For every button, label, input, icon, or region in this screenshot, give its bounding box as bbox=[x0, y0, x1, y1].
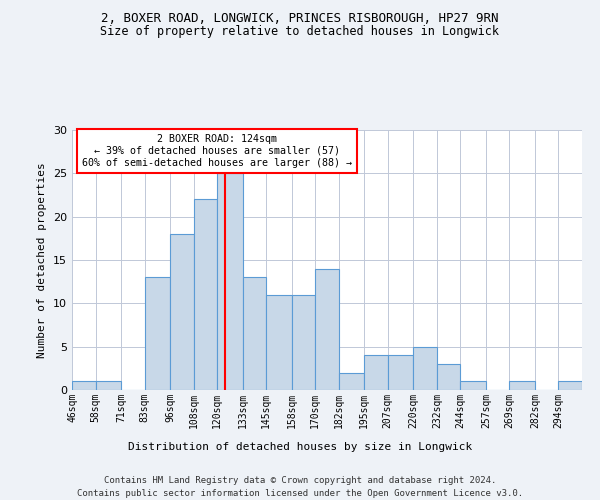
Bar bbox=[509, 382, 535, 390]
Bar bbox=[242, 278, 266, 390]
Bar bbox=[217, 174, 242, 390]
Text: Contains HM Land Registry data © Crown copyright and database right 2024.: Contains HM Land Registry data © Crown c… bbox=[104, 476, 496, 485]
Bar bbox=[339, 372, 364, 390]
Bar bbox=[95, 382, 121, 390]
Text: Distribution of detached houses by size in Longwick: Distribution of detached houses by size … bbox=[128, 442, 472, 452]
Bar bbox=[145, 278, 170, 390]
Bar bbox=[170, 234, 194, 390]
Bar bbox=[388, 356, 413, 390]
Bar bbox=[194, 200, 217, 390]
Text: Size of property relative to detached houses in Longwick: Size of property relative to detached ho… bbox=[101, 25, 499, 38]
Bar bbox=[266, 294, 292, 390]
Bar bbox=[413, 346, 437, 390]
Bar bbox=[72, 382, 95, 390]
Text: 2 BOXER ROAD: 124sqm
← 39% of detached houses are smaller (57)
60% of semi-detac: 2 BOXER ROAD: 124sqm ← 39% of detached h… bbox=[82, 134, 352, 168]
Text: 2, BOXER ROAD, LONGWICK, PRINCES RISBOROUGH, HP27 9RN: 2, BOXER ROAD, LONGWICK, PRINCES RISBORO… bbox=[101, 12, 499, 26]
Bar bbox=[559, 382, 582, 390]
Text: Contains public sector information licensed under the Open Government Licence v3: Contains public sector information licen… bbox=[77, 489, 523, 498]
Y-axis label: Number of detached properties: Number of detached properties bbox=[37, 162, 47, 358]
Bar bbox=[460, 382, 486, 390]
Bar bbox=[364, 356, 388, 390]
Bar bbox=[315, 268, 339, 390]
Bar bbox=[437, 364, 460, 390]
Bar bbox=[292, 294, 315, 390]
